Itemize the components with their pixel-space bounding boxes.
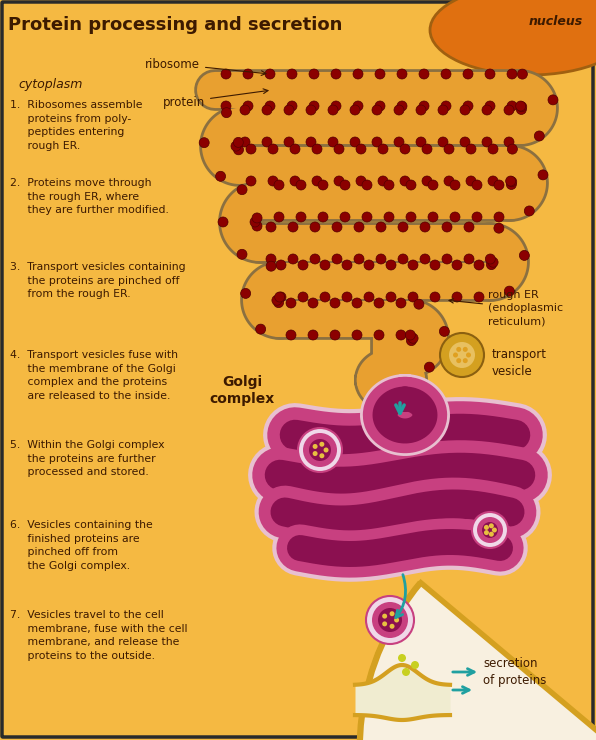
Circle shape [320, 260, 330, 270]
Circle shape [331, 69, 341, 79]
Circle shape [318, 212, 328, 222]
Circle shape [265, 69, 275, 79]
Circle shape [394, 617, 399, 622]
Circle shape [408, 260, 418, 270]
Circle shape [240, 137, 250, 147]
Circle shape [482, 522, 498, 538]
Circle shape [274, 180, 284, 190]
Circle shape [243, 69, 253, 79]
Text: 2.  Proteins move through
     the rough ER, where
     they are further modifie: 2. Proteins move through the rough ER, w… [10, 178, 169, 215]
Circle shape [274, 212, 284, 222]
Circle shape [272, 295, 282, 306]
Circle shape [519, 250, 529, 260]
Circle shape [406, 336, 417, 346]
Circle shape [319, 454, 324, 458]
Text: 7.  Vesicles travel to the cell
     membrane, fuse with the cell
     membrane,: 7. Vesicles travel to the cell membrane,… [10, 610, 188, 661]
Circle shape [298, 260, 308, 270]
Circle shape [268, 176, 278, 186]
Circle shape [309, 69, 319, 79]
Circle shape [340, 212, 350, 222]
Text: Golgi
complex: Golgi complex [209, 375, 275, 406]
Circle shape [400, 144, 410, 154]
Circle shape [482, 137, 492, 147]
Text: cytoplasm: cytoplasm [18, 78, 82, 91]
Circle shape [354, 254, 364, 264]
Circle shape [507, 144, 517, 154]
Circle shape [342, 260, 352, 270]
Circle shape [419, 101, 429, 111]
Circle shape [398, 222, 408, 232]
Circle shape [252, 213, 262, 223]
Circle shape [298, 428, 342, 472]
Circle shape [382, 622, 387, 626]
Circle shape [378, 176, 388, 186]
Circle shape [398, 254, 408, 264]
Circle shape [376, 254, 386, 264]
Circle shape [390, 611, 395, 616]
Circle shape [457, 347, 461, 352]
Circle shape [472, 212, 482, 222]
Circle shape [384, 212, 394, 222]
Circle shape [398, 654, 406, 662]
Circle shape [275, 292, 285, 302]
Circle shape [494, 180, 504, 190]
Circle shape [430, 260, 440, 270]
Circle shape [408, 292, 418, 302]
Circle shape [352, 298, 362, 308]
Circle shape [241, 289, 251, 298]
Text: rough ER
(endoplasmic
reticulum): rough ER (endoplasmic reticulum) [449, 290, 563, 326]
Circle shape [444, 176, 454, 186]
Circle shape [234, 145, 244, 155]
Circle shape [356, 176, 366, 186]
Circle shape [422, 144, 432, 154]
Circle shape [463, 69, 473, 79]
Circle shape [364, 260, 374, 270]
Circle shape [240, 105, 250, 115]
Circle shape [472, 512, 508, 548]
Circle shape [309, 101, 319, 111]
Circle shape [312, 144, 322, 154]
Circle shape [453, 352, 458, 357]
Circle shape [492, 528, 497, 533]
Circle shape [332, 254, 342, 264]
Circle shape [284, 105, 294, 115]
Circle shape [274, 297, 284, 308]
Circle shape [397, 101, 407, 111]
Circle shape [340, 180, 350, 190]
Circle shape [262, 137, 272, 147]
Circle shape [400, 176, 410, 186]
Circle shape [477, 517, 503, 543]
Circle shape [218, 217, 228, 227]
Circle shape [384, 180, 394, 190]
Circle shape [374, 298, 384, 308]
Circle shape [296, 180, 306, 190]
Circle shape [350, 105, 360, 115]
Circle shape [438, 105, 448, 115]
Circle shape [328, 137, 338, 147]
Circle shape [246, 176, 256, 186]
Circle shape [494, 223, 504, 233]
Circle shape [466, 144, 476, 154]
Circle shape [288, 254, 298, 264]
Text: Protein processing and secretion: Protein processing and secretion [8, 16, 342, 34]
Circle shape [504, 105, 514, 115]
Text: secretion
of proteins: secretion of proteins [483, 657, 547, 687]
Text: 3.  Transport vesicles containing
     the proteins are pinched off
     from th: 3. Transport vesicles containing the pro… [10, 262, 185, 299]
Text: 4.  Transport vesicles fuse with
     the membrane of the Golgi
     complex and: 4. Transport vesicles fuse with the memb… [10, 350, 178, 401]
Circle shape [464, 222, 474, 232]
Circle shape [485, 254, 495, 264]
Circle shape [246, 144, 256, 154]
Circle shape [313, 444, 318, 449]
Circle shape [266, 254, 276, 264]
Circle shape [231, 141, 241, 151]
Circle shape [464, 254, 474, 264]
Circle shape [308, 298, 318, 308]
Circle shape [462, 347, 468, 352]
Circle shape [296, 212, 306, 222]
Circle shape [406, 212, 416, 222]
Circle shape [424, 362, 434, 372]
Circle shape [452, 292, 462, 302]
Circle shape [286, 298, 296, 308]
Circle shape [485, 101, 495, 111]
